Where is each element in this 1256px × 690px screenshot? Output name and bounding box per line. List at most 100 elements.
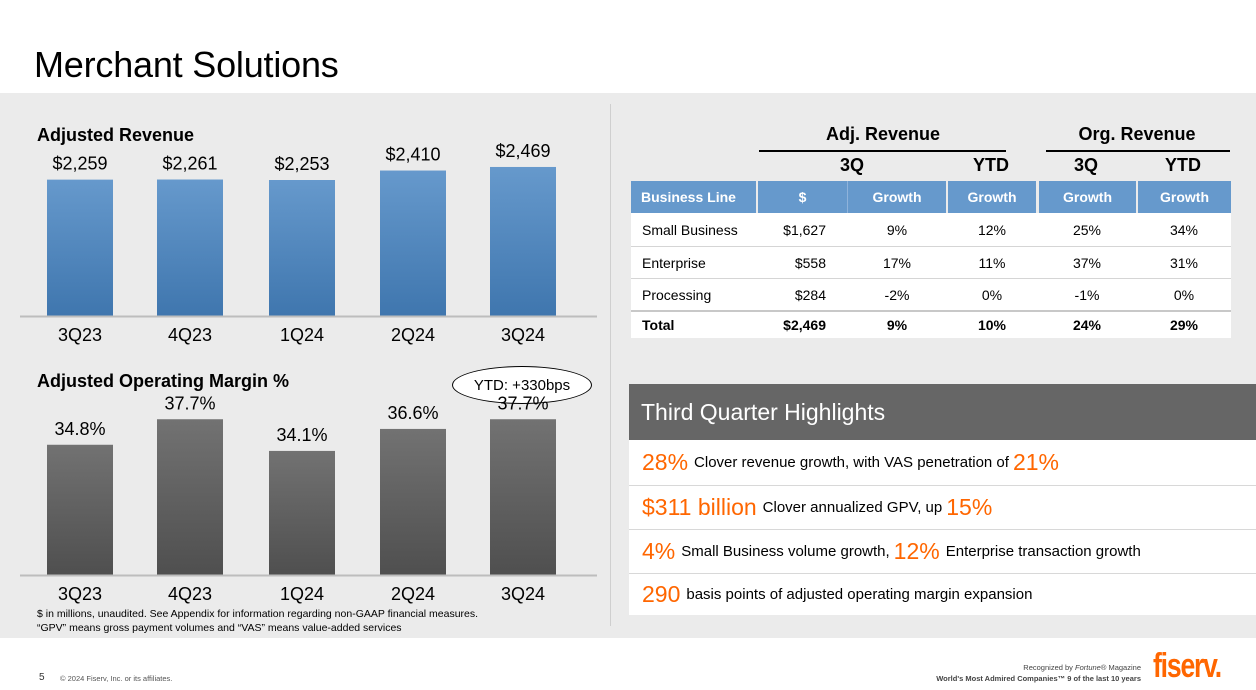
business-line-table: Business Line $ Growth Growth Growth Gro… bbox=[631, 181, 1231, 338]
cell-business-line: Small Business bbox=[642, 221, 738, 238]
table-header-row: Business Line $ Growth Growth Growth Gro… bbox=[631, 181, 1231, 213]
recognition-prefix: Recognized by bbox=[1023, 663, 1075, 672]
col-header-business-line: Business Line bbox=[631, 181, 756, 213]
highlight-metric: 290 bbox=[642, 581, 681, 607]
bar-value-label: 34.1% bbox=[276, 425, 327, 445]
highlight-item: 28% Clover revenue growth, with VAS penet… bbox=[629, 440, 1256, 485]
page-number: 5 bbox=[39, 672, 45, 683]
margin-chart: 34.8% 3Q23 37.7% 4Q23 34.1% 1Q24 36.6% 2Q24 37.7… bbox=[20, 393, 597, 604]
table-row: Processing $284 -2% 0% -1% 0% bbox=[631, 278, 1231, 310]
table-total-row: Total $2,469 9% 10% 24% 29% bbox=[631, 310, 1231, 338]
col-header-dollars: $ bbox=[758, 181, 847, 213]
highlight-text: basis points of adjusted operating margi… bbox=[686, 586, 1033, 603]
cell-org-ytd-growth: 29% bbox=[1169, 317, 1199, 333]
bar-value-label: $2,253 bbox=[274, 154, 329, 174]
cell-org-3q-growth: -1% bbox=[1074, 286, 1100, 303]
bar-value-label: 37.7% bbox=[164, 393, 215, 413]
group-header-org-revenue: Org. Revenue bbox=[1078, 124, 1196, 144]
bar-4Q23 bbox=[157, 179, 223, 316]
highlight-text: Clover revenue growth, with VAS penetrat… bbox=[694, 454, 1009, 471]
cell-dollars: $284 bbox=[794, 286, 826, 303]
recognition-suffix: ® Magazine bbox=[1100, 663, 1141, 672]
cell-adj-3q-growth: 9% bbox=[886, 221, 908, 238]
cell-business-line: Processing bbox=[642, 286, 712, 303]
table-row: Small Business $1,627 9% 12% 25% 34% bbox=[631, 213, 1231, 246]
sub-header-org-3q: 3Q bbox=[1073, 155, 1098, 175]
col-header-adj-ytd-growth: Growth bbox=[948, 181, 1036, 213]
bar-value-label: 34.8% bbox=[54, 419, 105, 439]
highlight-metric-secondary: 21% bbox=[1012, 449, 1059, 475]
bar-3Q24 bbox=[490, 166, 556, 316]
x-tick-label: 3Q23 bbox=[58, 584, 102, 604]
recognition-line-1: Recognized by Fortune® Magazine bbox=[936, 662, 1141, 673]
revenue-chart: $2,259 3Q23 $2,261 4Q23 $2,253 1Q24 $2,410 2Q24… bbox=[20, 141, 597, 345]
recognition-line-2: World's Most Admired Companies™ 9 of the… bbox=[936, 674, 1141, 683]
group-rule-org-revenue bbox=[1046, 150, 1230, 152]
highlight-metric-secondary: 15% bbox=[946, 494, 993, 520]
cell-business-line: Enterprise bbox=[642, 254, 706, 271]
cell-org-ytd-growth: 0% bbox=[1173, 286, 1195, 303]
ytd-annotation-badge: YTD: +330bps bbox=[452, 366, 592, 404]
sub-header-org-ytd: YTD bbox=[1165, 155, 1201, 175]
cell-adj-3q-growth: -2% bbox=[884, 286, 910, 303]
col-header-adj-3q-growth: Growth bbox=[847, 181, 946, 213]
margin-chart-title: Adjusted Operating Margin % bbox=[37, 371, 290, 391]
cell-org-ytd-growth: 34% bbox=[1169, 221, 1199, 238]
bar-4Q23 bbox=[157, 419, 223, 575]
highlights-title: Third Quarter Highlights bbox=[629, 384, 1256, 440]
x-tick-label: 4Q23 bbox=[168, 584, 212, 604]
x-tick-label: 3Q24 bbox=[501, 325, 545, 345]
x-tick-label: 1Q24 bbox=[280, 325, 324, 345]
cell-adj-ytd-growth: 10% bbox=[977, 317, 1007, 333]
x-tick-label: 1Q24 bbox=[280, 584, 324, 604]
highlight-text-secondary: Enterprise transaction growth bbox=[945, 543, 1141, 560]
page-title: Merchant Solutions bbox=[34, 44, 339, 85]
highlight-text: Small Business volume growth, bbox=[681, 543, 890, 560]
highlight-metric: $311 billion bbox=[642, 494, 757, 520]
group-rule-adj-revenue bbox=[759, 150, 1006, 152]
revenue-chart-title: Adjusted Revenue bbox=[37, 125, 195, 145]
bar-value-label: $2,261 bbox=[162, 154, 217, 174]
bar-value-label: $2,410 bbox=[385, 145, 440, 165]
highlights-box: Third Quarter Highlights 28% Clover reven… bbox=[629, 384, 1256, 615]
cell-business-line: Total bbox=[642, 317, 675, 333]
x-tick-label: 2Q24 bbox=[391, 325, 435, 345]
fortune-recognition: Recognized by Fortune® Magazine World's … bbox=[936, 662, 1141, 684]
footnote-line-2: “GPV” means gross payment volumes and “V… bbox=[37, 621, 402, 634]
copyright: © 2024 Fiserv, Inc. or its affiliates. bbox=[60, 674, 173, 683]
bar-value-label: 37.7% bbox=[497, 393, 548, 413]
highlight-item: 290 basis points of adjusted operating ma… bbox=[629, 573, 1256, 615]
cell-adj-3q-growth: 17% bbox=[882, 254, 912, 271]
highlight-text: Clover annualized GPV, up bbox=[762, 499, 943, 516]
panel-divider bbox=[610, 104, 611, 626]
x-tick-label: 2Q24 bbox=[391, 584, 435, 604]
bar-value-label: $2,259 bbox=[52, 154, 107, 174]
bar-value-label: $2,469 bbox=[495, 141, 550, 161]
x-tick-label: 3Q23 bbox=[58, 325, 102, 345]
cell-dollars: $2,469 bbox=[783, 317, 826, 333]
footnote: $ in millions, unaudited. See Appendix f… bbox=[37, 608, 478, 635]
col-header-org-ytd-growth: Growth bbox=[1138, 181, 1231, 213]
bar-3Q24 bbox=[490, 419, 556, 575]
bar-1Q24 bbox=[269, 180, 335, 316]
cell-adj-3q-growth: 9% bbox=[886, 317, 908, 333]
x-tick-label: 3Q24 bbox=[501, 584, 545, 604]
footnote-line-1: $ in millions, unaudited. See Appendix f… bbox=[37, 608, 479, 620]
highlight-metric-secondary: 12% bbox=[893, 538, 940, 564]
x-tick-label: 4Q23 bbox=[168, 325, 212, 345]
bar-2Q24 bbox=[380, 428, 446, 575]
cell-org-3q-growth: 25% bbox=[1072, 221, 1102, 238]
sub-header-adj-ytd: YTD bbox=[973, 155, 1009, 175]
cell-org-3q-growth: 24% bbox=[1072, 317, 1102, 333]
highlight-item: 4% Small Business volume growth, 12% Enterp… bbox=[629, 529, 1256, 573]
sub-header-adj-3q: 3Q bbox=[839, 155, 864, 175]
cell-dollars: $558 bbox=[794, 254, 826, 271]
cell-adj-ytd-growth: 11% bbox=[978, 254, 1006, 271]
cell-adj-ytd-growth: 12% bbox=[977, 221, 1007, 238]
highlight-metric: 28% bbox=[642, 449, 689, 475]
cell-dollars: $1,627 bbox=[783, 221, 826, 238]
col-header-org-3q-growth: Growth bbox=[1039, 181, 1136, 213]
cell-org-ytd-growth: 31% bbox=[1169, 254, 1199, 271]
cell-adj-ytd-growth: 0% bbox=[981, 286, 1003, 303]
highlight-metric: 4% bbox=[642, 538, 676, 564]
